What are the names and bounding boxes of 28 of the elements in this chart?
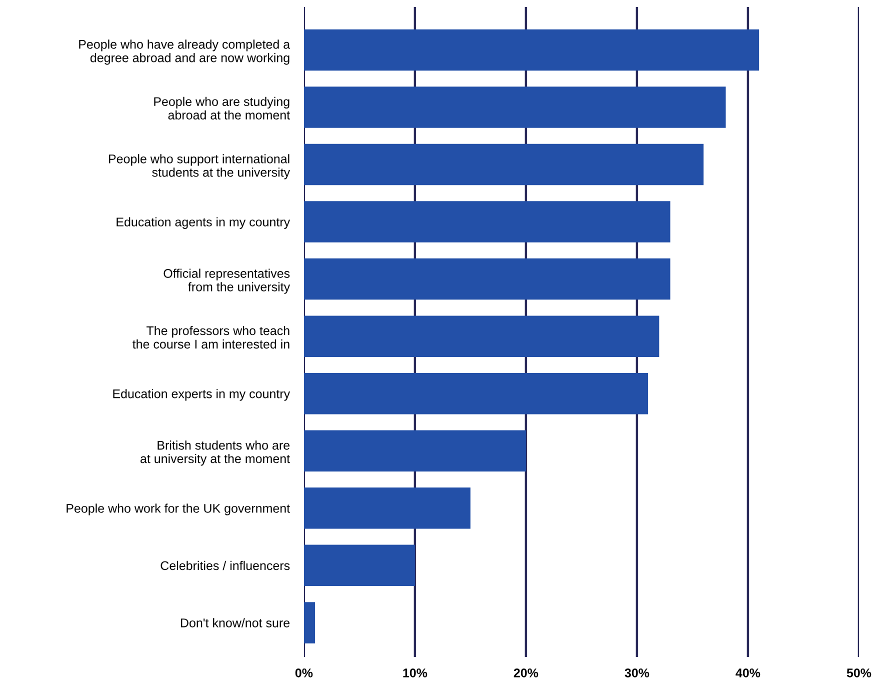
- bar: [304, 602, 316, 644]
- x-tick-label: 30%: [624, 668, 650, 678]
- x-tick-label: 40%: [736, 668, 760, 678]
- y-tick-label: Official representatives from the university: [164, 268, 290, 294]
- y-tick-label: Education agents in my country: [116, 217, 290, 229]
- y-tick-label: British students who are at university at the moment: [140, 440, 290, 466]
- y-tick-label: Education experts in my country: [113, 389, 290, 401]
- y-tick-label: People who have already completed a degree abroad and are now working: [79, 40, 290, 65]
- y-tick-label: People who support international students at the university: [109, 154, 290, 180]
- y-tick-label: People who work for the UK government: [66, 504, 290, 516]
- x-tick-label: 50%: [846, 668, 872, 678]
- bar: [304, 430, 526, 472]
- y-tick-label: Celebrities / influencers: [160, 560, 290, 570]
- x-tick-label: 0%: [295, 668, 313, 678]
- y-tick-label: Don't know/not sure: [181, 618, 290, 628]
- bar: [304, 372, 648, 414]
- y-tick-label: The professors who teach the course I am interested in: [132, 326, 290, 349]
- bar: [304, 144, 704, 186]
- y-tick-label: People who are studying abroad at the moment: [154, 96, 290, 120]
- bar: [304, 201, 670, 242]
- bar: [304, 488, 470, 529]
- bar: [304, 316, 660, 357]
- bar: [304, 544, 415, 586]
- bar: [304, 258, 670, 300]
- x-tick-label: 20%: [514, 668, 538, 678]
- bar: [304, 86, 726, 128]
- x-tick-label: 10%: [403, 668, 428, 678]
- bar: [304, 29, 760, 71]
